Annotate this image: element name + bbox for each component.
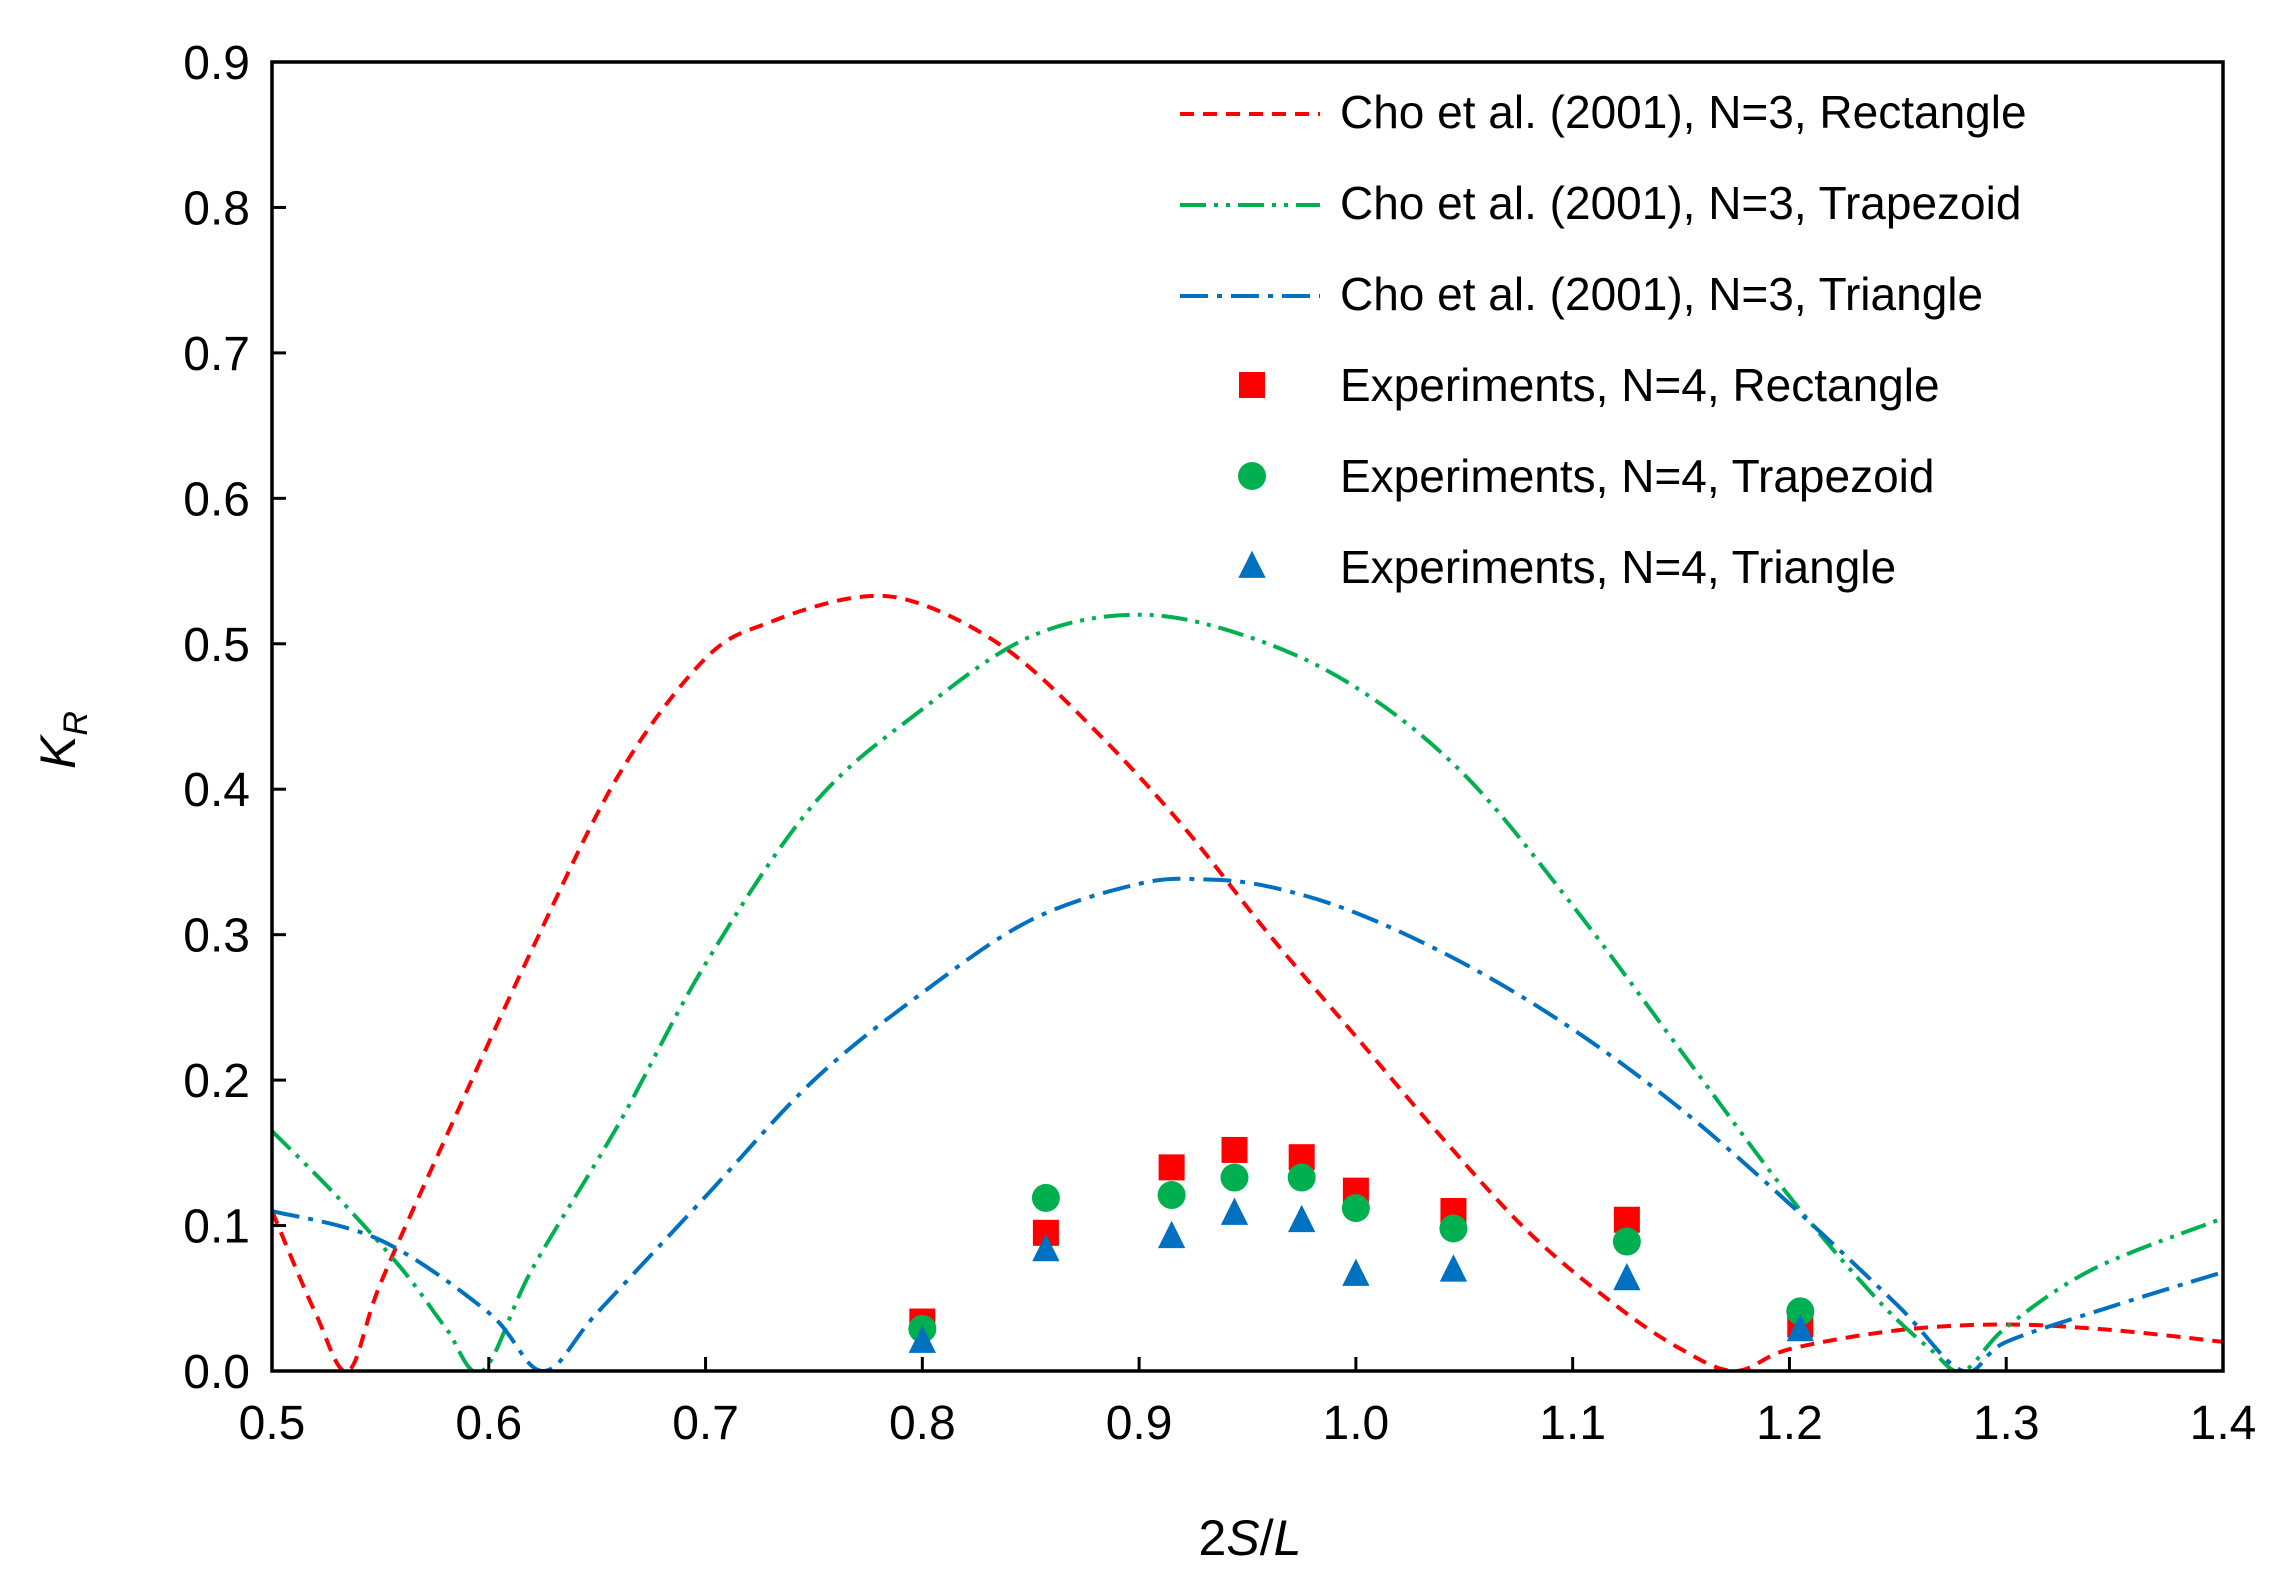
legend-item-2: Cho et al. (2001), N=3, Triangle	[1180, 268, 1983, 320]
data-point-square-3	[1221, 1136, 1248, 1163]
legend-item-0: Cho et al. (2001), N=3, Rectangle	[1180, 86, 2027, 138]
legend-label: Experiments, N=4, Trapezoid	[1340, 450, 1934, 502]
legend-label: Cho et al. (2001), N=3, Trapezoid	[1340, 177, 2021, 229]
legend-swatch-square	[1239, 372, 1265, 398]
x-tick-label: 0.9	[1106, 1397, 1173, 1450]
plot-frame	[270, 60, 2225, 1373]
y-tick-label: 0.7	[183, 328, 250, 381]
legend-label: Cho et al. (2001), N=3, Triangle	[1340, 268, 1983, 320]
data-point-circle-7	[1612, 1227, 1641, 1256]
x-tick-label: 0.8	[889, 1397, 956, 1450]
x-tick-label: 1.4	[2190, 1397, 2257, 1450]
x-tick-label: 0.6	[455, 1397, 522, 1450]
y-tick-label: 0.2	[183, 1055, 250, 1108]
x-tick-label: 1.0	[1323, 1397, 1390, 1450]
data-point-triangle-5	[1342, 1258, 1370, 1286]
data-point-triangle-2	[1157, 1220, 1186, 1249]
data-point-circle-3	[1220, 1163, 1249, 1192]
y-tick-label: 0.5	[183, 619, 250, 672]
data-point-triangle-4	[1288, 1204, 1316, 1233]
legend-swatch-circle	[1238, 462, 1266, 490]
data-point-triangle-8	[1786, 1313, 1814, 1342]
x-tick-label: 1.2	[1756, 1397, 1823, 1450]
legend-item-3: Experiments, N=4, Rectangle	[1239, 359, 1940, 411]
x-tick-label: 1.3	[1973, 1397, 2040, 1450]
legend-item-5: Experiments, N=4, Triangle	[1238, 541, 1896, 593]
x-axis-title: 2S/L	[1199, 1510, 1302, 1566]
data-point-triangle-1	[1032, 1233, 1060, 1262]
legend: Cho et al. (2001), N=3, Rectangle Cho et …	[1180, 86, 2027, 593]
legend-item-1: Cho et al. (2001), N=3, Trapezoid	[1180, 177, 2021, 229]
series-markers-4	[908, 1163, 1815, 1343]
y-tick-label: 0.9	[183, 37, 250, 90]
y-axis-title-subscript: R	[57, 711, 95, 736]
series-line-1	[272, 612, 2223, 1371]
data-point-square-2	[1158, 1154, 1185, 1181]
legend-swatch-triangle	[1238, 550, 1266, 578]
plot-layer	[272, 593, 2223, 1371]
x-tick-label: 1.1	[1539, 1397, 1606, 1450]
data-point-triangle-0	[908, 1325, 936, 1353]
data-point-circle-2	[1157, 1181, 1186, 1210]
y-tick-label: 0.8	[183, 182, 250, 235]
data-point-circle-1	[1031, 1183, 1060, 1212]
x-tick-label: 0.7	[672, 1397, 739, 1450]
data-point-circle-8	[1786, 1297, 1815, 1326]
data-point-triangle-3	[1220, 1197, 1249, 1225]
x-tick-label: 0.5	[239, 1397, 306, 1450]
data-point-circle-5	[1341, 1194, 1370, 1223]
legend-label: Experiments, N=4, Rectangle	[1340, 359, 1940, 411]
series-markers-5	[908, 1197, 1814, 1353]
series-line-0	[272, 593, 2223, 1371]
frame-layer	[270, 60, 2225, 1373]
legend-label: Cho et al. (2001), N=3, Rectangle	[1340, 86, 2027, 138]
data-point-triangle-7	[1613, 1262, 1641, 1291]
y-tick-label: 0.6	[183, 473, 250, 526]
legend-item-4: Experiments, N=4, Trapezoid	[1238, 450, 1934, 502]
y-tick-label: 0.0	[183, 1346, 250, 1399]
y-tick-label: 0.3	[183, 910, 250, 963]
y-tick-label: 0.4	[183, 764, 250, 817]
data-point-circle-6	[1439, 1214, 1468, 1243]
y-tick-label: 0.1	[183, 1201, 250, 1254]
data-point-triangle-6	[1439, 1254, 1468, 1282]
series-line-2	[272, 876, 2223, 1371]
tick-layer: 0.5 0.6 0.7 0.8 0.9 1.0 1.1 1.2 1.3 1.4 0.0 0.1 0.2 0…	[183, 37, 2256, 1450]
legend-label: Experiments, N=4, Triangle	[1340, 541, 1896, 593]
data-point-circle-4	[1287, 1163, 1316, 1192]
